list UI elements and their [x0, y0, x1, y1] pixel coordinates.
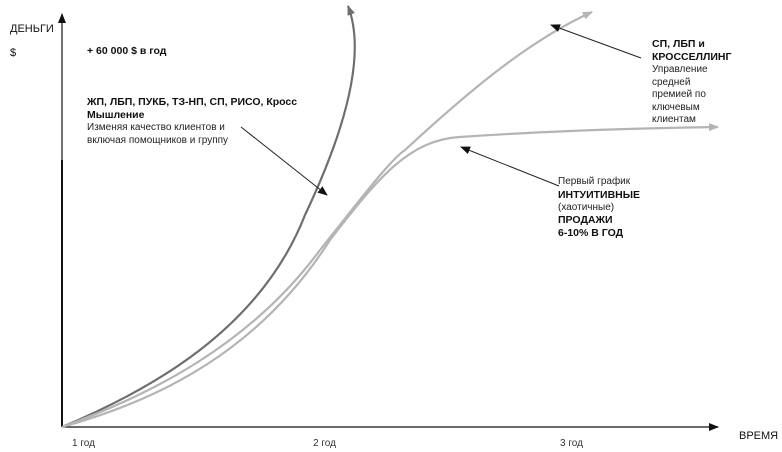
intuitive-annotation-line-3: (хаотичные): [558, 201, 615, 213]
steep-annotation: ЖП, ЛБП, ПУКБ, ТЗ-НП, СП, РИСО, Кросс Мы…: [87, 96, 297, 147]
intuitive-annotation: Первый график ИНТУИТИВНЫЕ (хаотичные) ПР…: [558, 176, 640, 240]
income-annotation: + 60 000 $ в год: [87, 45, 167, 57]
cross-annotation-bold-2: КРОССЕЛЛИНГ: [652, 51, 732, 64]
cross-annotation-line-6: ключевым: [652, 101, 700, 113]
y-axis-unit: $: [10, 47, 17, 59]
steep-annotation-line-4: включая помощников и группу: [87, 134, 229, 146]
intuitive-annotation-line-1: Первый график: [558, 176, 631, 187]
cross-pointer-arrow: [550, 24, 642, 59]
x-tick-2: 2 год: [313, 438, 336, 449]
cross-annotation-line-7: клиентам: [652, 114, 696, 126]
cross-annotation-line-4: средней: [652, 76, 691, 88]
steep-annotation-bold-1: ЖП, ЛБП, ПУКБ, ТЗ-НП, СП, РИСО, Кросс: [87, 96, 298, 108]
cross-annotation: СП, ЛБП и КРОССЕЛЛИНГ Управление средней…: [652, 38, 731, 127]
steep-pointer-arrow: [240, 126, 328, 196]
steep-growth-curve: [61, 5, 356, 429]
intuitive-pointer-arrow: [460, 146, 560, 187]
steep-annotation-bold-2: Мышление: [87, 109, 145, 122]
x-tick-1: 1 год: [72, 438, 95, 449]
cross-annotation-bold-1: СП, ЛБП и: [652, 38, 705, 50]
intuitive-annotation-bold-2: ИНТУИТИВНЫЕ: [558, 188, 641, 201]
intuitive-annotation-bold-4: ПРОДАЖИ: [558, 214, 613, 227]
x-axis-title: ВРЕМЯ: [739, 430, 779, 442]
y-axis-title: ДЕНЬГИ: [10, 23, 54, 35]
cross-annotation-line-3: Управление: [652, 64, 708, 76]
crossselling-curve: [61, 10, 593, 429]
intuitive-sales-curve: [61, 123, 719, 429]
cross-annotation-line-5: премией по: [652, 89, 706, 101]
intuitive-annotation-bold-5: 6-10% В ГОД: [558, 227, 624, 240]
x-tick-3: 3 год: [560, 438, 583, 449]
steep-annotation-line-3: Изменяя качество клиентов и: [87, 122, 225, 134]
